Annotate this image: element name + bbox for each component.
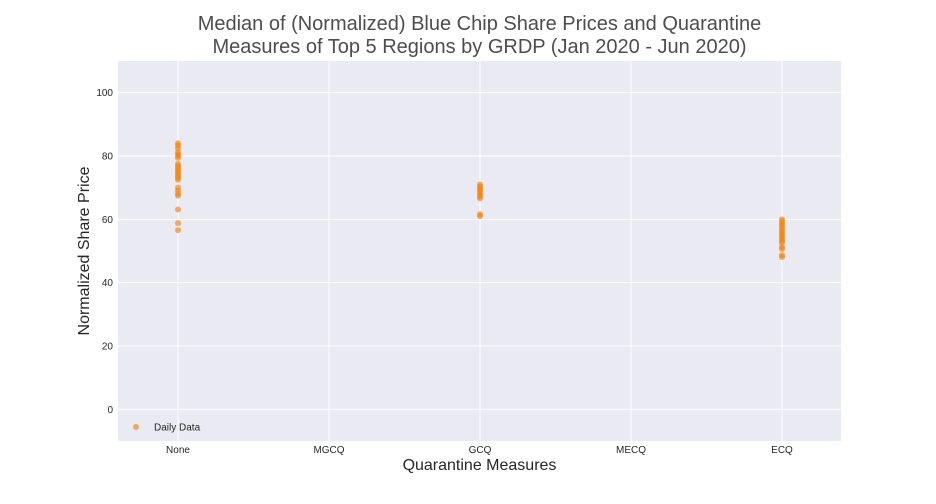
chart-title-line-2: Measures of Top 5 Regions by GRDP (Jan 2… [212,36,747,58]
y-tick-label: 40 [102,278,114,289]
data-point [175,206,181,213]
legend-label-daily-data: Daily Data [154,423,201,434]
y-axis-label: Normalized Share Price [76,166,93,335]
data-points [175,140,785,261]
data-point [779,246,785,253]
x-axis-ticks: None MGCQ GCQ MECQ ECQ [166,445,793,456]
data-point [175,145,181,152]
grid-lines [118,61,841,441]
y-tick-label: 0 [107,405,113,416]
data-point [779,240,785,247]
chart-title-line-1: Median of (Normalized) Blue Chip Share P… [197,13,762,35]
chart-title: Median of (Normalized) Blue Chip Share P… [118,13,841,59]
x-axis-label: Quarantine Measures [403,457,557,474]
y-tick-label: 60 [102,215,114,226]
x-tick-label: ECQ [771,445,793,456]
y-tick-label: 20 [102,342,114,353]
y-axis-ticks: 0 20 40 60 80 100 [96,88,113,416]
x-tick-label: GCQ [469,445,492,456]
data-point [779,254,785,261]
x-tick-label: None [166,445,190,456]
data-point [477,213,483,220]
data-point [175,154,181,161]
legend-marker-daily-data [133,424,139,430]
x-tick-label: MGCQ [313,445,344,456]
data-point [175,192,181,199]
data-point [175,227,181,234]
data-point [175,176,181,183]
x-tick-label: MECQ [616,445,646,456]
data-point [477,195,483,202]
legend: Daily Data [133,423,201,434]
y-tick-label: 100 [96,88,113,99]
data-point [175,220,181,227]
y-tick-label: 80 [102,152,114,163]
